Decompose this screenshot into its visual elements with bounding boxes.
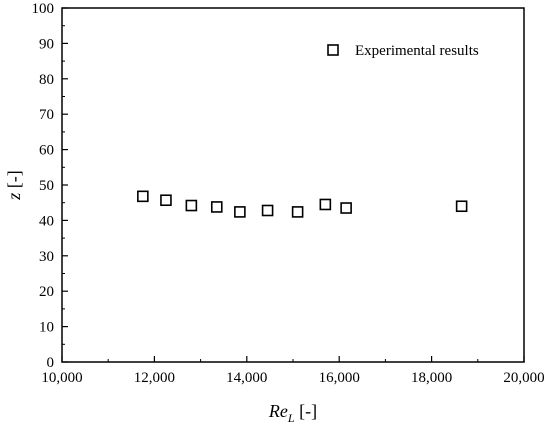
y-tick-label: 100: [32, 1, 55, 17]
legend: Experimental results: [327, 43, 479, 59]
data-point: [455, 200, 468, 213]
x-tick-label: 12,000: [134, 370, 175, 386]
data-points: [137, 190, 468, 218]
x-tick-label: 10,000: [41, 370, 82, 386]
x-tick-label: 18,000: [411, 370, 452, 386]
data-point: [185, 199, 198, 212]
y-tick-label: 10: [39, 320, 54, 336]
x-axis-label-subscript: L: [287, 411, 295, 425]
y-axis-label: z [-]: [4, 170, 24, 201]
x-tick-label: 14,000: [226, 370, 267, 386]
data-point: [210, 201, 223, 213]
y-tick-label: 30: [39, 249, 54, 265]
data-point: [291, 206, 304, 218]
data-point: [137, 190, 149, 203]
y-tick-label: 60: [39, 143, 54, 159]
data-point: [261, 204, 274, 217]
y-tick-label: 80: [39, 72, 54, 88]
y-axis-label-main: z: [4, 193, 24, 201]
x-axis-ticks: 10,000 12,000 14,000 16,000 18,000 20,000: [41, 356, 545, 386]
plot-frame: [61, 7, 525, 363]
y-axis-ticks: 0 10 20 30 40 50 60 70 80 90 100: [32, 1, 68, 371]
x-tick-label: 20,000: [503, 370, 544, 386]
y-axis-label-unit: [-]: [4, 170, 24, 192]
y-tick-label: 90: [39, 36, 54, 52]
data-point: [234, 206, 246, 218]
legend-label: Experimental results: [355, 43, 479, 59]
y-tick-label: 40: [39, 213, 54, 229]
y-tick-label: 0: [47, 355, 55, 371]
y-tick-label: 50: [39, 178, 54, 194]
x-tick-label: 16,000: [319, 370, 360, 386]
data-point: [340, 202, 352, 214]
x-axis-label: ReL [-]: [268, 401, 317, 425]
data-point: [319, 198, 332, 211]
y-tick-label: 70: [39, 107, 54, 123]
legend-marker: [327, 44, 339, 56]
x-axis-label-unit: [-]: [295, 401, 317, 421]
x-axis-label-main: Re: [268, 401, 288, 421]
data-point: [160, 194, 172, 207]
y-tick-label: 20: [39, 284, 54, 300]
